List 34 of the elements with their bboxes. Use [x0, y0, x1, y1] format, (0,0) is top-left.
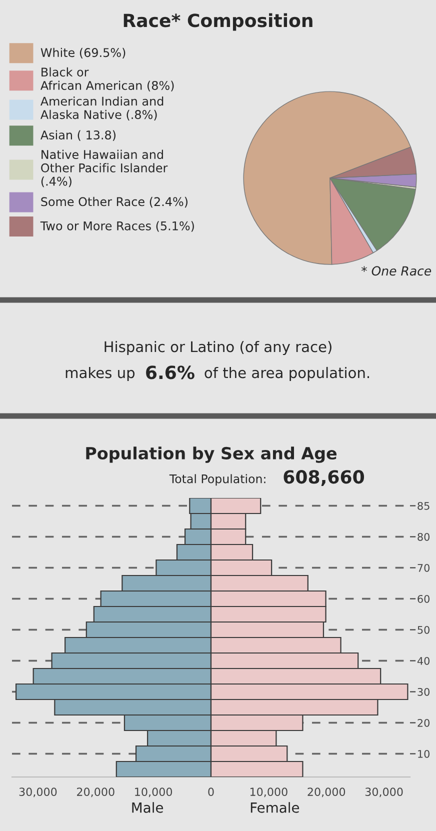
y-tick-label: 50 [418, 626, 430, 634]
x-tick-label: 30,000 [365, 788, 403, 798]
y-tick-label: 80 [418, 532, 430, 541]
x-tick-label: 20,000 [77, 788, 114, 798]
x-tick-label: 10,000 [135, 788, 172, 798]
x-tick-label: 0 [208, 788, 214, 796]
legend-label: White (69.5%) [40, 48, 126, 58]
text: 608,660 [284, 470, 364, 486]
legend-label: American Indian and Alaska Native (.8%) [40, 96, 164, 120]
y-tick-label: 20 [418, 718, 430, 727]
legend-label: Black or African American (8%) [40, 67, 174, 92]
text: 6.6% [146, 366, 194, 380]
y-tick-label: 70 [418, 564, 430, 572]
text: makes up [66, 366, 135, 382]
x-tick-label: 10,000 [250, 788, 288, 798]
x-tick-label: 20,000 [308, 788, 346, 798]
series-label: Male [132, 802, 164, 813]
y-tick-label: 30 [418, 688, 430, 696]
legend-label: Native Hawaiian and Other Pacific Islander (.4%) [41, 150, 168, 188]
series-label: Female [250, 802, 300, 813]
legend-label: Some Other Race (2.4%) [41, 196, 188, 208]
legend-label: Asian ( 13.8) [40, 130, 116, 141]
chart-title: Race* Composition [124, 13, 312, 31]
text: * One Race [361, 266, 432, 276]
text: of the area population. [204, 366, 370, 382]
text: Hispanic or Latino (of any race) [104, 340, 332, 356]
y-tick-label: 85 [418, 502, 430, 510]
chart-subtitle: Total Population: [169, 474, 266, 486]
y-tick-label: 40 [417, 656, 430, 665]
y-tick-label: 10 [418, 750, 430, 758]
y-tick-label: 60 [418, 594, 430, 603]
x-tick-label: 30,000 [19, 788, 57, 798]
chart-title: Population by Sex and Age [86, 446, 337, 463]
legend-label: Two or More Races (5.1%) [40, 221, 194, 232]
